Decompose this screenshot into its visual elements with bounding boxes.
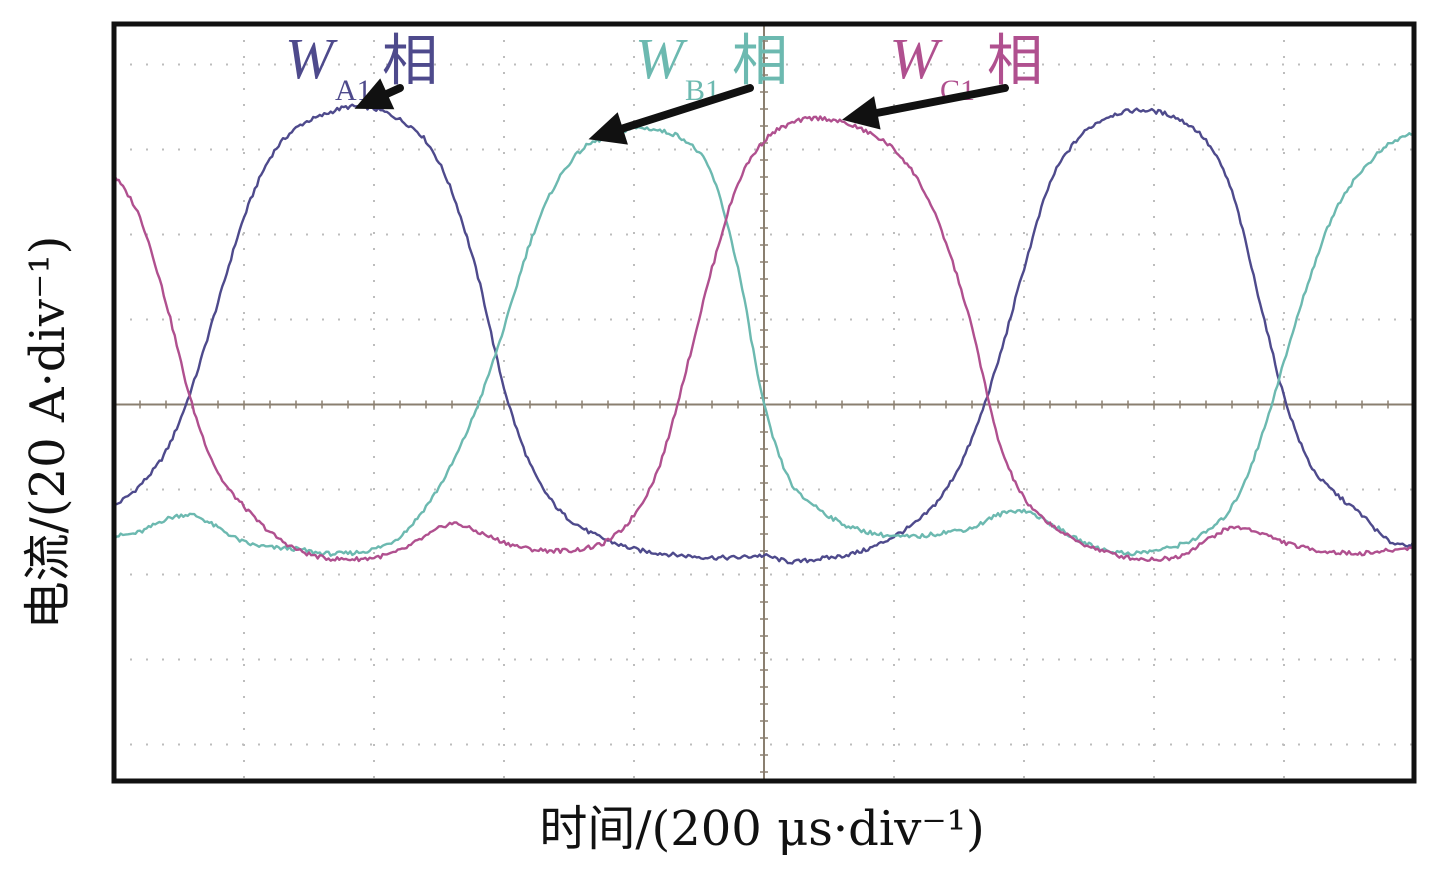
arrow-shaft (383, 84, 404, 98)
series-label-letter: W (890, 26, 943, 91)
arrow-head (842, 96, 881, 130)
series-label-han: 相 (987, 29, 1043, 94)
series-label-letter: W (285, 26, 338, 91)
x-axis-label: 时间/(200 μs·div⁻¹) (539, 801, 984, 857)
series-line-WC1相 (113, 115, 1415, 563)
series-line-WB1相 (113, 125, 1415, 557)
arrow-shaft (873, 84, 1009, 117)
plot-frame (111, 21, 1417, 784)
arrow-shaft (618, 84, 754, 133)
series-line-WA1相 (112, 103, 1416, 565)
series-label-A1: W A1 相 (285, 26, 438, 107)
arrow-head (588, 112, 628, 145)
series-layer (112, 103, 1416, 565)
arrow-head (354, 78, 395, 110)
y-axis-label: 电流/(20 A·div⁻¹) (20, 236, 76, 630)
series-label-letter: W (635, 26, 688, 91)
annotation-layer: W A1 相 W B1 相 W C1 相 (285, 26, 1043, 145)
series-label-C1: W C1 相 (890, 26, 1043, 107)
series-label-han: 相 (732, 29, 788, 94)
series-label-han: 相 (382, 29, 438, 94)
